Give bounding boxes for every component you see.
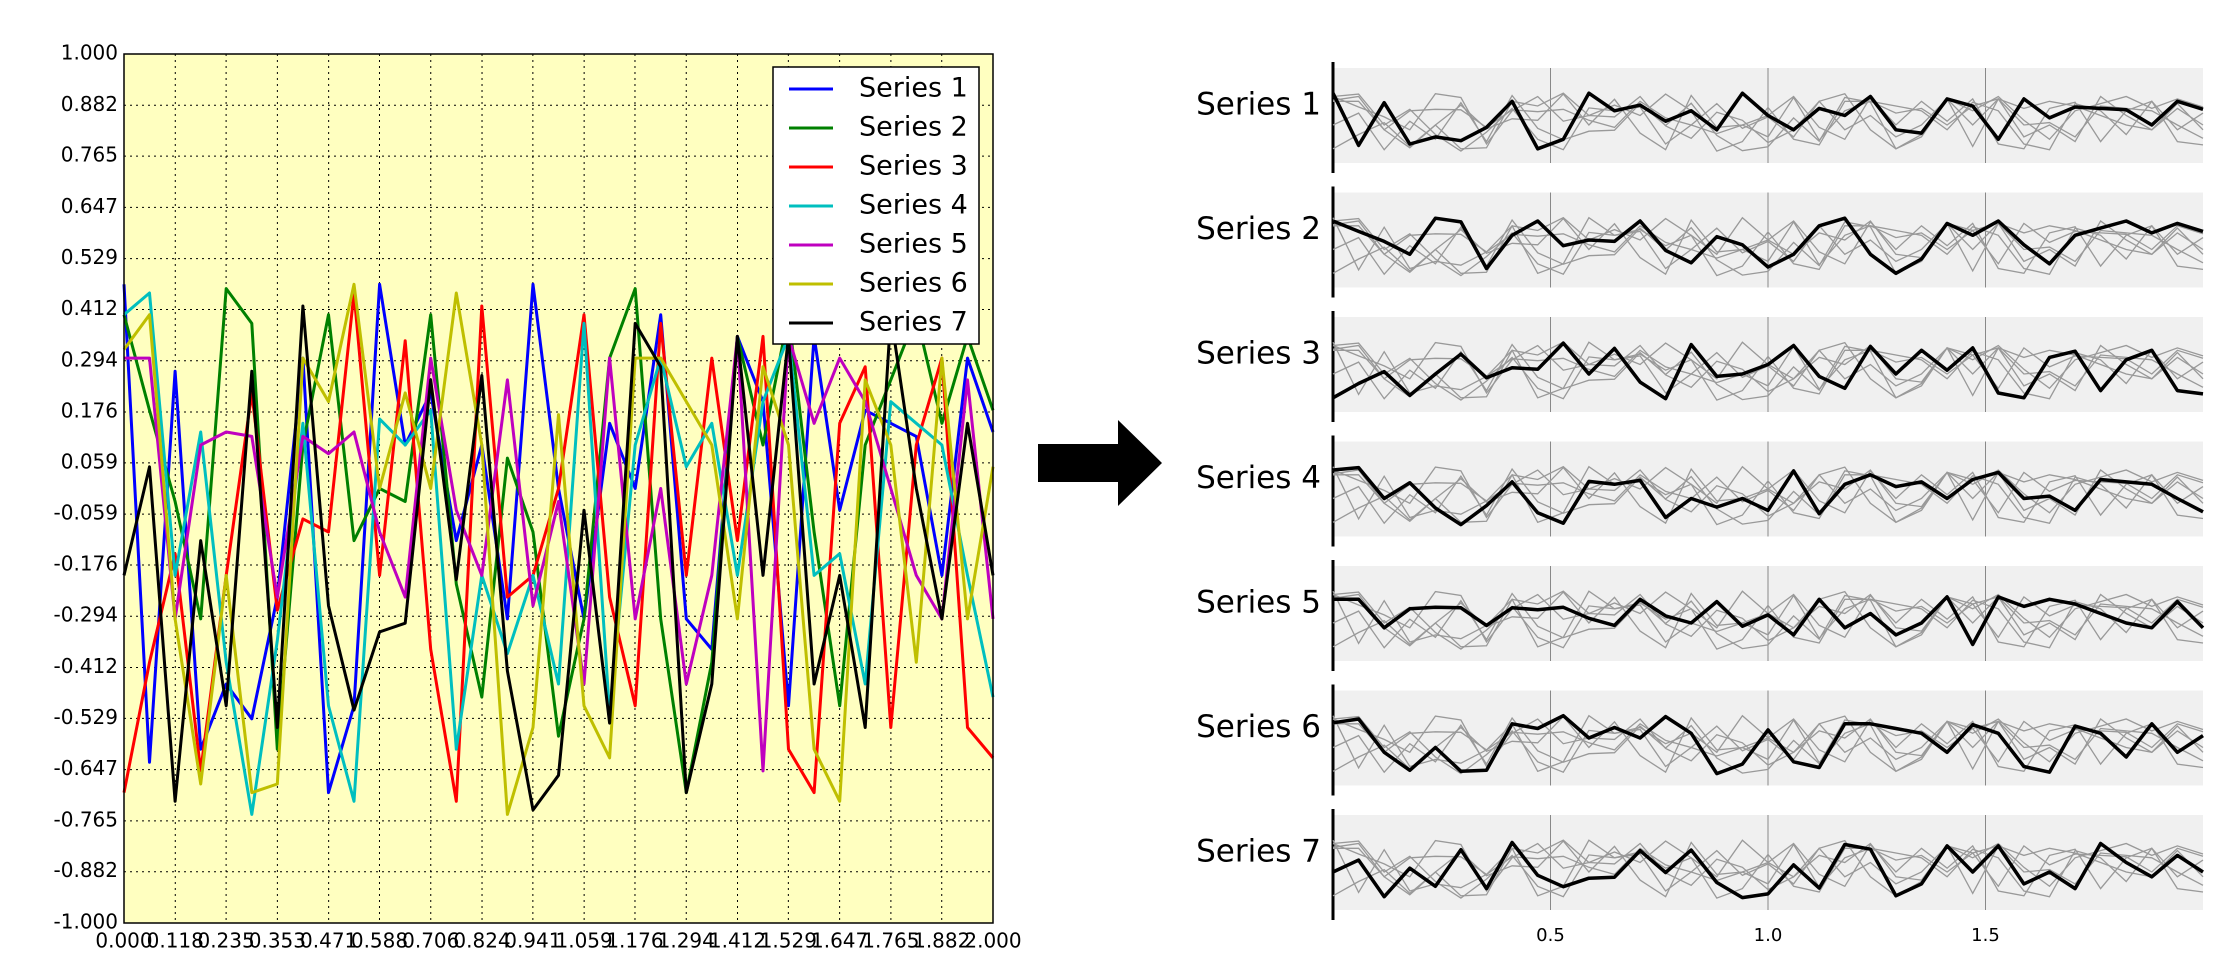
- y-tick-label: -0.412: [54, 654, 118, 678]
- x-tick-label: 1.0: [1754, 925, 1783, 946]
- x-tick-label: 0.118: [147, 929, 204, 953]
- x-tick-label: 1.765: [862, 929, 919, 953]
- x-tick-label: 0.941: [504, 929, 561, 953]
- x-tick-label: 1.059: [556, 929, 613, 953]
- series-line: [122, 282, 995, 816]
- y-tick-label: 0.176: [61, 399, 118, 423]
- context-line: [1333, 222, 2204, 273]
- context-line: [1332, 92, 2204, 152]
- panel-label: Series 1: [1196, 87, 1321, 123]
- y-tick-label: -0.529: [54, 705, 118, 729]
- legend-label: Series 4: [859, 190, 968, 221]
- panel-label: Series 3: [1196, 336, 1321, 372]
- context-line: [1332, 839, 2204, 899]
- context-line: [1332, 94, 2204, 152]
- x-tick-label: 1.294: [658, 929, 715, 953]
- panel-label: Series 7: [1196, 834, 1321, 870]
- x-tick-label: 1.647: [811, 929, 868, 953]
- highlight-line: [1332, 216, 2204, 276]
- context-line: [1333, 844, 2204, 895]
- context-line: [1333, 720, 2204, 771]
- y-tick-label: -0.647: [54, 756, 118, 780]
- x-tick-label: 0.588: [351, 929, 408, 953]
- highlight-line: [1331, 91, 2204, 151]
- context-line: [1332, 592, 2204, 650]
- context-line: [1332, 342, 2204, 401]
- context-line: [1332, 465, 2204, 526]
- legend-label: Series 3: [859, 151, 968, 182]
- legend-label: Series 6: [859, 268, 968, 299]
- y-tick-label: -0.765: [54, 807, 118, 831]
- legend-label: Series 5: [859, 229, 968, 260]
- legend-label: Series 2: [859, 112, 968, 143]
- y-tick-label: 0.059: [61, 449, 118, 473]
- panel-label: Series 6: [1196, 709, 1321, 745]
- x-tick-label: 2.000: [964, 929, 1021, 953]
- y-tick-label: 0.412: [61, 296, 118, 320]
- highlight-line: [1332, 465, 2204, 527]
- context-line: [1332, 341, 2204, 401]
- x-tick-label: 0.353: [249, 929, 306, 953]
- x-tick-label: 1.176: [606, 929, 663, 953]
- context-line: [1333, 471, 2204, 522]
- panel-label: Series 2: [1196, 211, 1321, 247]
- plot-frame: [123, 53, 994, 924]
- y-tick-label: 0.765: [61, 143, 118, 167]
- highlight-line: [1332, 840, 2204, 900]
- x-tick-label: 0.706: [402, 929, 459, 953]
- x-tick-label: 0.5: [1536, 925, 1565, 946]
- series-line: [124, 334, 995, 773]
- highlight-line: [1332, 713, 2204, 776]
- context-line: [1332, 591, 2204, 650]
- context-line: [1332, 93, 2204, 152]
- y-tick-label: -1.000: [54, 910, 118, 934]
- legend-label: Series 7: [859, 307, 968, 338]
- context-line: [1332, 590, 2204, 650]
- y-tick-label: -0.059: [54, 501, 118, 525]
- series-line: [122, 304, 995, 812]
- y-tick-label: -0.294: [54, 603, 118, 627]
- x-tick-label: 1.412: [709, 929, 766, 953]
- x-tick-label: 0.000: [95, 929, 152, 953]
- context-line: [1332, 216, 2204, 277]
- context-line: [1332, 467, 2204, 525]
- y-tick-label: 0.294: [61, 347, 118, 371]
- x-tick-label: 1.529: [760, 929, 817, 953]
- x-tick-label: 0.824: [453, 929, 510, 953]
- x-tick-label: 0.471: [300, 929, 357, 953]
- y-tick-label: 1.000: [61, 41, 118, 65]
- highlight-line: [1333, 595, 2205, 647]
- x-tick-label: 1.5: [1971, 925, 2000, 946]
- context-line: [1332, 716, 2204, 774]
- panel-label: Series 4: [1196, 460, 1321, 496]
- y-tick-label: 0.529: [61, 245, 118, 269]
- x-tick-label: 0.235: [197, 929, 254, 953]
- panel-label: Series 5: [1196, 585, 1321, 621]
- y-tick-label: -0.882: [54, 858, 118, 882]
- series-line: [123, 291, 995, 816]
- legend-label: Series 1: [859, 73, 968, 104]
- arrow: [1038, 420, 1162, 506]
- context-line: [1332, 343, 2204, 401]
- y-tick-label: -0.176: [54, 551, 118, 575]
- context-line: [1332, 840, 2204, 899]
- x-tick-label: 1.882: [913, 929, 970, 953]
- y-tick-label: 0.882: [61, 92, 118, 116]
- context-line: [1332, 715, 2204, 775]
- highlight-line: [1332, 341, 2204, 401]
- y-tick-label: 0.647: [61, 194, 118, 218]
